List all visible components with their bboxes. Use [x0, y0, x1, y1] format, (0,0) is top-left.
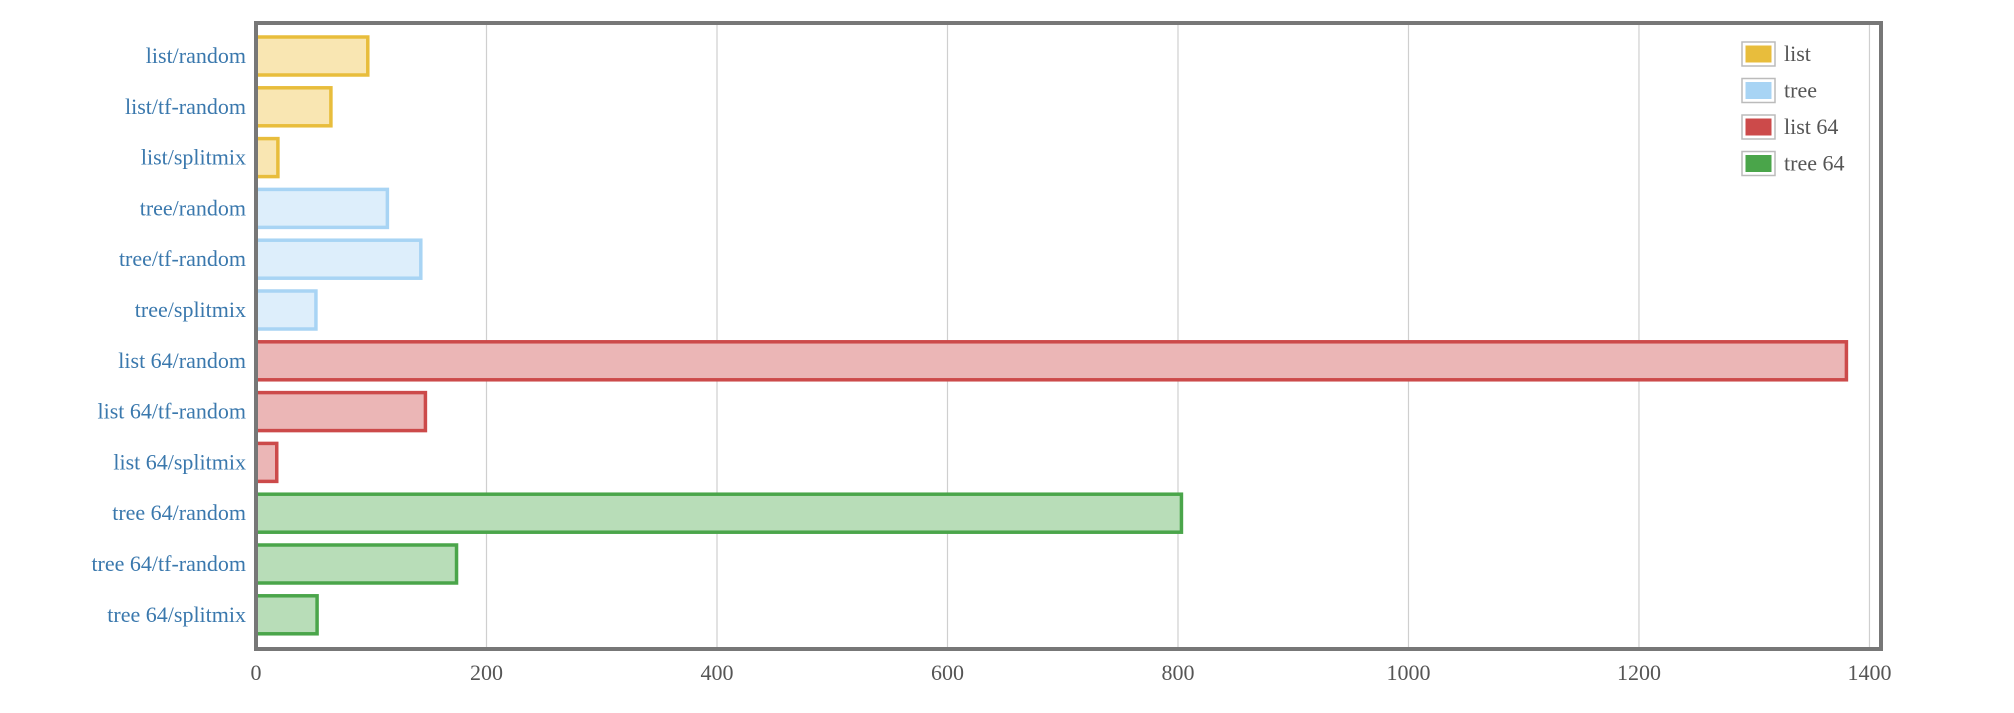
x-tick-label: 400 [700, 660, 733, 685]
category-label: tree 64/random [112, 500, 246, 525]
category-label: tree 64/splitmix [107, 602, 246, 627]
bar [254, 289, 318, 331]
x-tick-label: 0 [251, 660, 262, 685]
category-label: list 64/random [118, 348, 246, 373]
category-label: list/splitmix [141, 145, 246, 170]
category-label: list 64/splitmix [113, 449, 246, 474]
x-tick-label: 800 [1161, 660, 1194, 685]
legend-swatch [1745, 155, 1772, 172]
x-tick-label: 200 [470, 660, 503, 685]
bar [254, 86, 333, 128]
legend-label: list [1784, 41, 1811, 66]
category-label-layer: list/random list/tf-random list/splitmix tr… [91, 43, 246, 627]
bar [254, 238, 423, 280]
bar [254, 187, 390, 230]
grid-layer [485, 23, 1871, 649]
legend: list tree list 64 tree 64 [1741, 41, 1844, 177]
bar [254, 594, 319, 636]
legend-swatch [1745, 45, 1772, 63]
bar [254, 136, 280, 179]
category-label: tree/tf-random [119, 246, 246, 271]
bar [254, 390, 428, 433]
category-label: tree/random [140, 195, 246, 220]
category-label: list 64/tf-random [98, 399, 246, 424]
x-tick-label: 1000 [1386, 660, 1430, 685]
x-tick-label: 1200 [1617, 660, 1661, 685]
category-label: tree/splitmix [135, 297, 246, 322]
category-label: list/random [146, 43, 246, 68]
bar [254, 543, 459, 585]
x-tick-label-layer: 0 200 400 600 800 1000 1200 1400 [251, 660, 1892, 685]
legend-label: tree [1784, 78, 1817, 103]
legend-swatch [1745, 82, 1772, 99]
x-tick-label: 1400 [1847, 660, 1891, 685]
legend-swatch [1745, 118, 1772, 136]
bar [254, 492, 1184, 534]
legend-label: tree 64 [1784, 151, 1844, 176]
bar [254, 441, 279, 484]
category-label: list/tf-random [125, 94, 246, 119]
plot-frame [254, 21, 1883, 651]
legend-label: list 64 [1784, 114, 1838, 139]
bar [254, 340, 1849, 382]
bar-layer [254, 35, 1849, 636]
x-tick-label: 600 [931, 660, 964, 685]
category-label: tree 64/tf-random [91, 551, 246, 576]
bar [254, 35, 370, 77]
